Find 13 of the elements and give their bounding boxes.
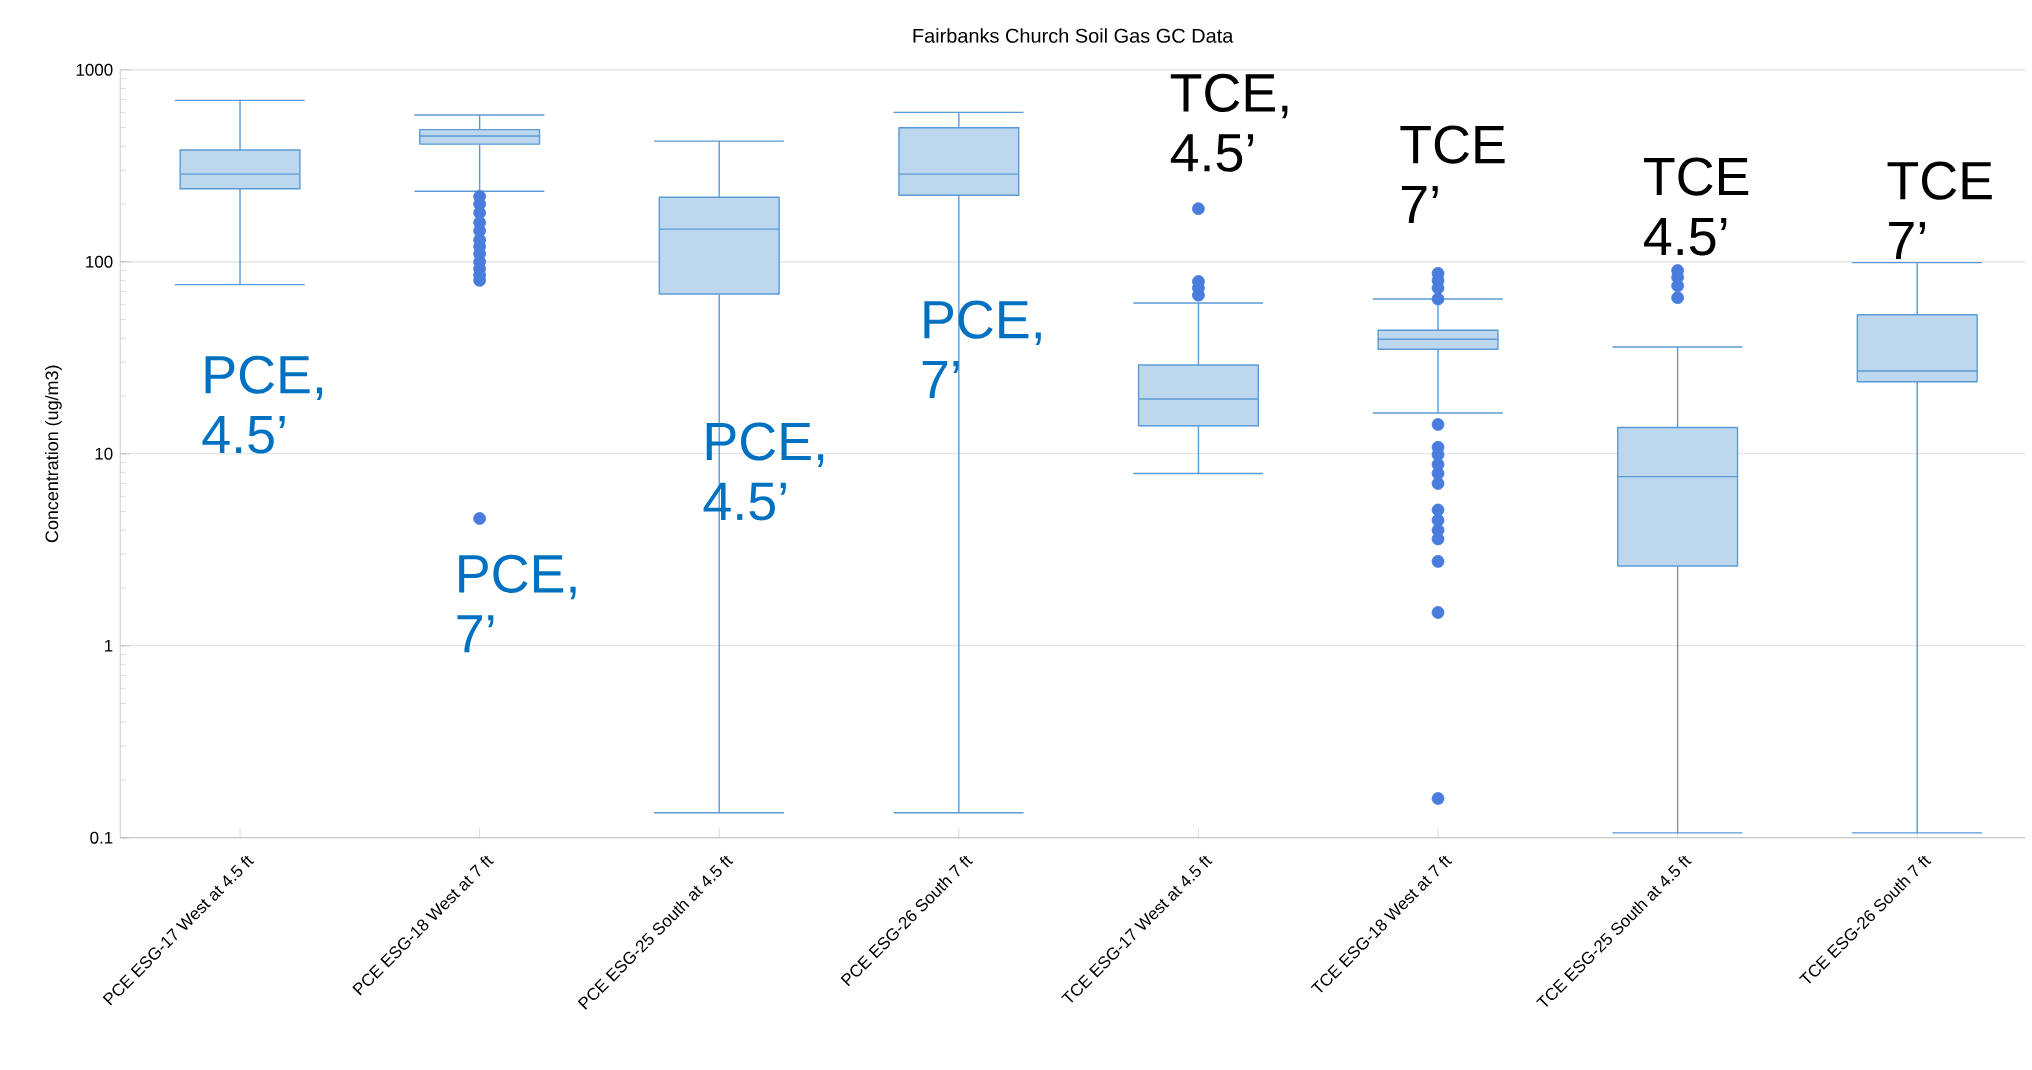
y-tick-label: 0.1 [90,831,113,844]
y-tick-label: 1000 [76,63,113,76]
y-tick-label: 1 [105,639,113,652]
annotation: TCE 7’ [1400,125,1505,223]
y-tick-label: 100 [86,255,113,268]
annotation: TCE 4.5’ [1644,157,1749,256]
chart-title: Fairbanks Church Soil Gas GC Data [913,28,1234,43]
y-tick-label: 10 [95,447,113,460]
annotation: TCE 7’ [1887,161,1992,260]
annotation: PCE, 4.5’ [202,355,323,454]
annotation: TCE, 4.5’ [1170,73,1288,172]
y-axis-title: Concentration (ug/m3) [45,365,62,543]
annotation: PCE, 7’ [457,554,576,653]
